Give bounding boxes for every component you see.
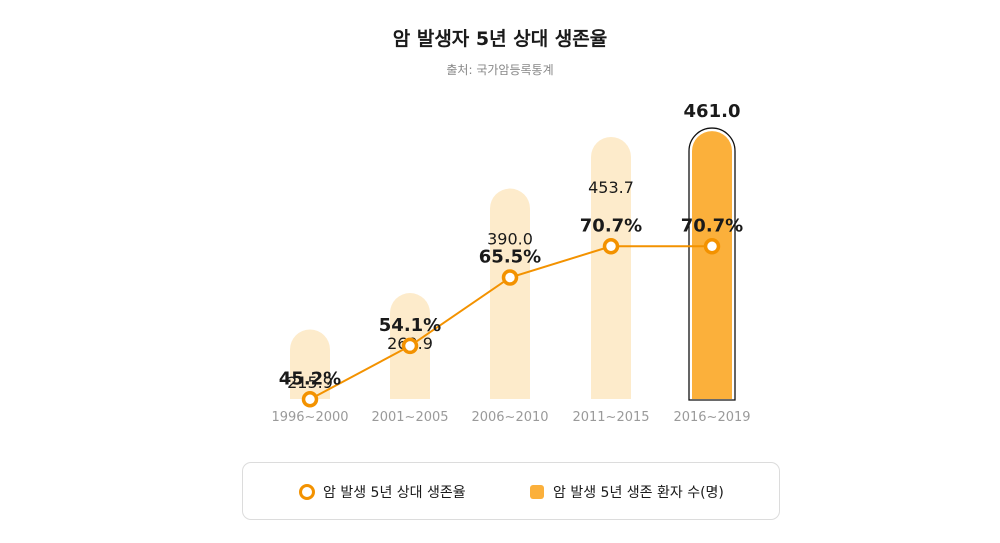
line-value-label: 70.7% (681, 215, 743, 236)
legend-square-marker (530, 485, 544, 499)
bar-value-label: 215.9 (287, 373, 333, 392)
chart-source: 출처: 국가암등록통계 (446, 63, 554, 77)
chart-plot: 215.91996~2000260.92001~2005390.02006~20… (271, 101, 750, 425)
legend-item-patients: 암 발생 5년 생존 환자 수(명) (530, 482, 724, 502)
chart-title: 암 발생자 5년 상대 생존율 (392, 28, 608, 50)
bar-2006~2010 (490, 188, 530, 399)
legend-label-patients: 암 발생 5년 생존 환자 수(명) (553, 485, 724, 501)
legend-label-survival-rate: 암 발생 5년 상대 생존율 (323, 485, 466, 501)
line-value-label: 54.1% (379, 315, 441, 336)
bar-2011~2015 (591, 136, 631, 399)
x-tick-label: 2011~2015 (572, 410, 649, 425)
legend-circle-marker (299, 484, 315, 500)
bar-value-label: 453.7 (588, 178, 634, 197)
line-point (602, 238, 620, 255)
bar-value-label: 390.0 (487, 230, 533, 249)
bar-2016~2019 (692, 131, 732, 399)
x-tick-label: 2006~2010 (471, 410, 548, 425)
line-point (501, 269, 519, 286)
line-value-label: 45.2% (279, 368, 341, 389)
bar-1996~2000 (290, 329, 330, 399)
bar-value-label: 461.0 (684, 101, 741, 122)
line-point (301, 391, 319, 408)
x-tick-label: 2016~2019 (673, 410, 750, 425)
legend-item-survival-rate: 암 발생 5년 상대 생존율 (299, 482, 466, 502)
x-tick-label: 2001~2005 (371, 410, 448, 425)
line-value-label: 65.5% (479, 247, 541, 268)
x-tick-label: 1996~2000 (271, 410, 348, 425)
line-point (703, 238, 721, 255)
line-point (401, 337, 419, 355)
chart-legend: 암 발생 5년 상대 생존율 암 발생 5년 생존 환자 수(명) (242, 462, 780, 520)
line-value-label: 70.7% (580, 215, 642, 236)
